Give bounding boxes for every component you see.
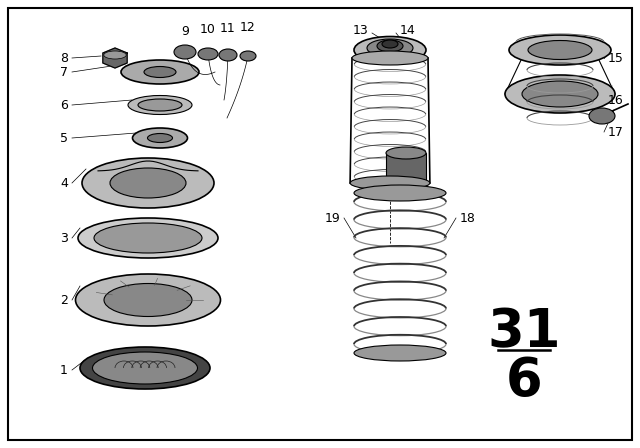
- Text: 19: 19: [324, 211, 340, 224]
- Ellipse shape: [174, 45, 196, 59]
- Ellipse shape: [354, 185, 446, 201]
- Ellipse shape: [219, 49, 237, 61]
- Ellipse shape: [352, 51, 428, 65]
- Ellipse shape: [94, 223, 202, 253]
- Ellipse shape: [80, 347, 210, 389]
- Text: 14: 14: [400, 23, 416, 36]
- Ellipse shape: [240, 51, 256, 61]
- Ellipse shape: [132, 128, 188, 148]
- Bar: [386, 153, 426, 185]
- Ellipse shape: [528, 40, 592, 60]
- Ellipse shape: [147, 134, 173, 142]
- Ellipse shape: [509, 35, 611, 65]
- Ellipse shape: [121, 60, 199, 84]
- Text: 31: 31: [487, 306, 561, 358]
- Ellipse shape: [354, 345, 446, 361]
- Ellipse shape: [110, 168, 186, 198]
- Ellipse shape: [104, 51, 126, 59]
- Text: 1: 1: [60, 363, 68, 376]
- Text: 10: 10: [200, 23, 216, 36]
- Ellipse shape: [104, 284, 192, 316]
- Text: 5: 5: [60, 132, 68, 145]
- Ellipse shape: [367, 39, 413, 57]
- Ellipse shape: [350, 176, 430, 190]
- Polygon shape: [103, 48, 127, 68]
- Ellipse shape: [144, 66, 176, 78]
- Text: 6: 6: [506, 355, 542, 407]
- Text: 13: 13: [352, 23, 368, 36]
- Ellipse shape: [138, 99, 182, 111]
- Ellipse shape: [198, 48, 218, 60]
- Text: 15: 15: [608, 52, 624, 65]
- Text: 9: 9: [181, 25, 189, 38]
- Text: 7: 7: [60, 65, 68, 78]
- Text: 8: 8: [60, 52, 68, 65]
- Ellipse shape: [76, 274, 221, 326]
- Ellipse shape: [505, 75, 615, 113]
- Ellipse shape: [82, 158, 214, 208]
- Text: 11: 11: [220, 22, 236, 35]
- Text: 16: 16: [608, 94, 624, 107]
- Text: 6: 6: [60, 99, 68, 112]
- Ellipse shape: [93, 352, 198, 384]
- Ellipse shape: [354, 36, 426, 64]
- Ellipse shape: [382, 40, 398, 48]
- Ellipse shape: [386, 147, 426, 159]
- Text: 4: 4: [60, 177, 68, 190]
- Ellipse shape: [589, 108, 615, 124]
- Ellipse shape: [522, 81, 598, 107]
- Text: 12: 12: [240, 21, 256, 34]
- Text: 2: 2: [60, 293, 68, 306]
- Ellipse shape: [377, 40, 403, 52]
- Ellipse shape: [78, 218, 218, 258]
- Ellipse shape: [128, 95, 192, 115]
- Text: 17: 17: [608, 125, 624, 138]
- Text: 18: 18: [460, 211, 476, 224]
- Text: 3: 3: [60, 232, 68, 245]
